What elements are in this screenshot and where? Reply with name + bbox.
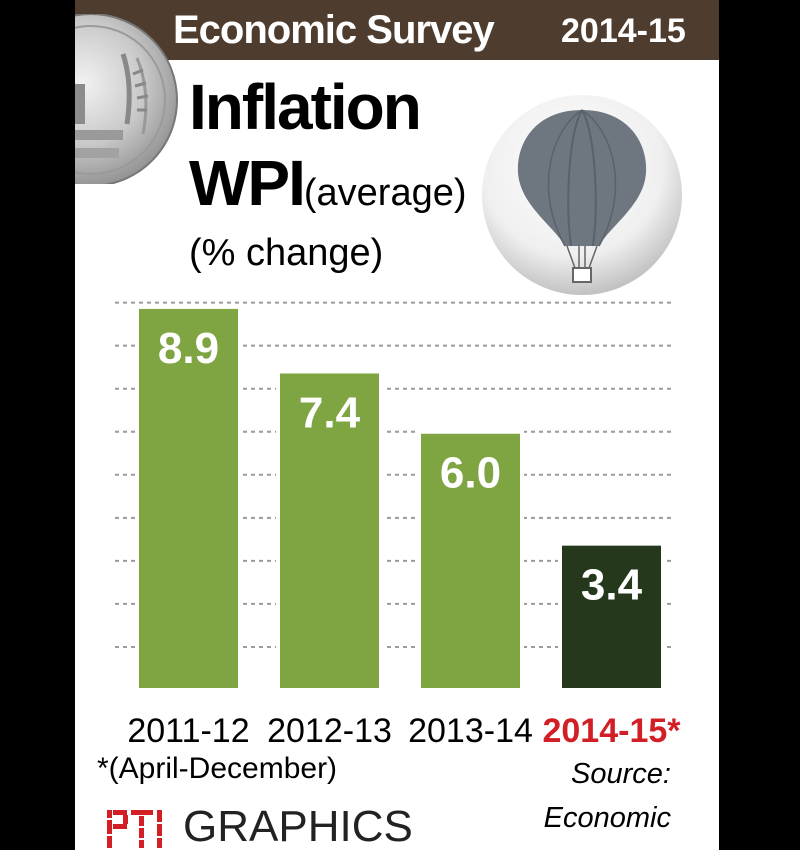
- hot-air-balloon-icon: [482, 95, 682, 295]
- banner-title: Economic Survey: [173, 8, 495, 52]
- bar: [417, 429, 524, 692]
- pti-logo-icon: [107, 810, 162, 848]
- infographic-panel: Economic Survey 2014-15 Inflation WPI(av…: [75, 0, 719, 850]
- bar: [276, 369, 383, 692]
- graphics-label: GRAPHICS: [183, 802, 413, 850]
- unit-label: (% change): [189, 232, 384, 274]
- category-label: 2013-14: [408, 712, 533, 750]
- category-label: 2011-12: [127, 712, 249, 750]
- chart-subtitle: WPI(average): [189, 148, 467, 218]
- rupee-coin-icon: [75, 14, 178, 184]
- value-label: 3.4: [581, 561, 643, 610]
- subtitle-main: WPI: [189, 147, 306, 219]
- footnote: *(April-December): [97, 752, 338, 785]
- bars: [135, 304, 665, 692]
- source-line-1: Source: Economic: [543, 758, 671, 834]
- chart-title: Inflation: [189, 71, 422, 143]
- value-labels: 8.9 7.4 6.0 3.4: [158, 324, 643, 610]
- source-line-2: Survey 2014-15: [451, 840, 671, 850]
- banner-year: 2014-15: [561, 12, 686, 50]
- bar: [558, 541, 665, 692]
- subtitle-suffix: (average): [303, 172, 467, 214]
- bar-chart: 8.9 7.4 6.0 3.4 2011-12 2012-13 2013-14 2014-1…: [115, 301, 681, 750]
- value-label: 6.0: [440, 449, 501, 498]
- source-note: Source: Economic Survey 2014-15: [451, 752, 671, 850]
- bar: [135, 304, 242, 692]
- category-label: 2012-13: [267, 712, 392, 750]
- pti-graphics-logo: GRAPHICS: [105, 804, 413, 850]
- value-label: 7.4: [299, 388, 361, 437]
- category-label: 2014-15*: [542, 712, 681, 750]
- header-banner: Economic Survey 2014-15: [75, 0, 719, 60]
- value-label: 8.9: [158, 324, 219, 373]
- category-labels: 2011-12 2012-13 2013-14 2014-15*: [127, 712, 681, 750]
